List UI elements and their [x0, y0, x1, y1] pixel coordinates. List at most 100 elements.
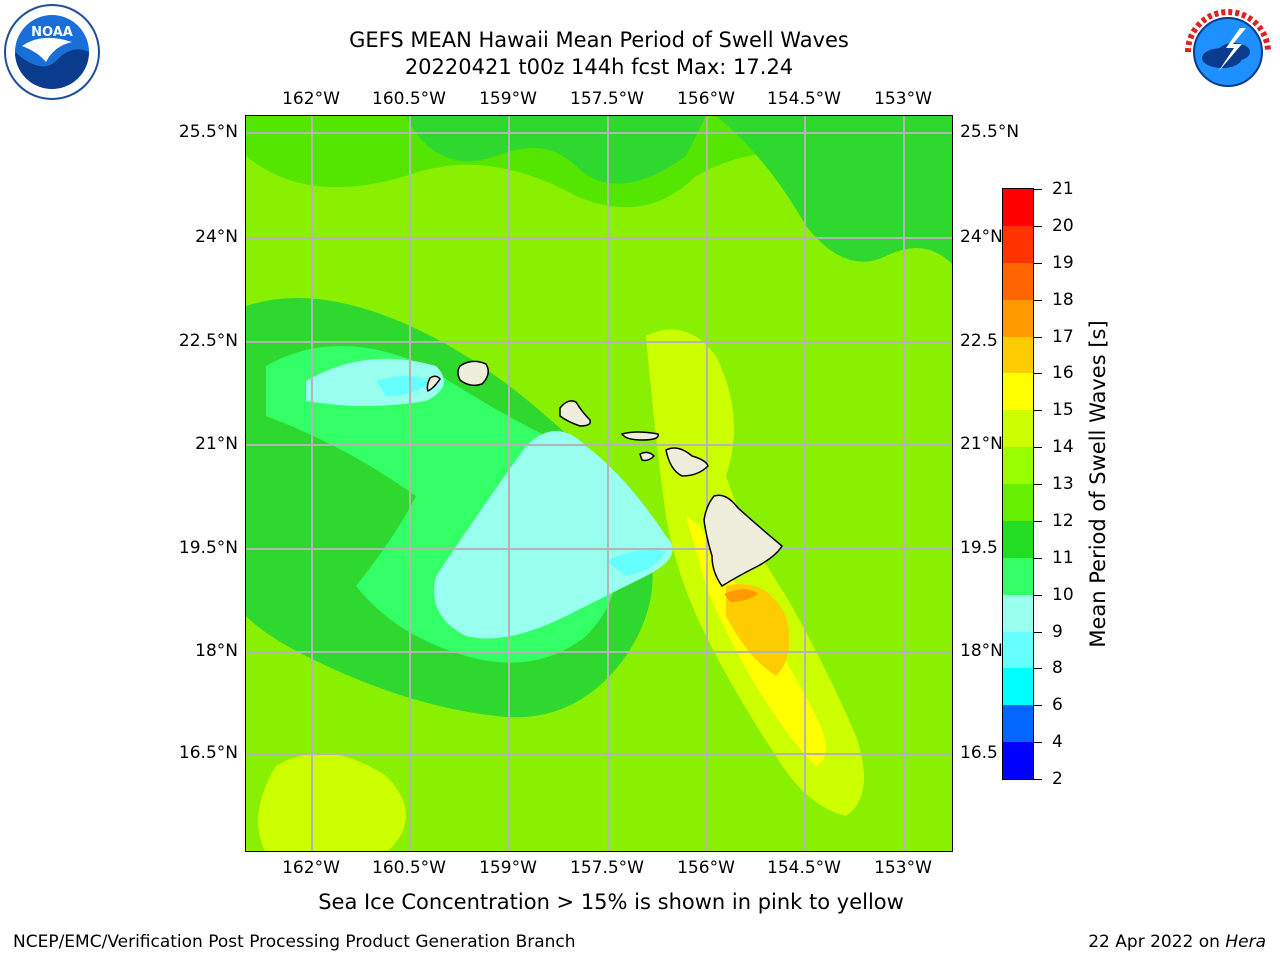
colorbar-segment: [1003, 483, 1033, 521]
lon-tick-top: 156°W: [677, 89, 735, 109]
colorbar-tick: [1034, 594, 1042, 596]
noaa-logo: NOAA: [2, 2, 102, 102]
colorbar-label: 6: [1052, 695, 1063, 716]
lon-tick-bottom: 159°W: [479, 858, 537, 878]
field-14-15-west: [258, 753, 406, 851]
colorbar-label: 11: [1052, 547, 1074, 568]
island-lanai: [639, 451, 656, 462]
colorbar-title: Mean Period of Swell Waves [s]: [1086, 320, 1110, 648]
colorbar-segment: [1003, 741, 1033, 779]
colorbar-tick: [1034, 189, 1042, 190]
colorbar-tick: [1034, 668, 1042, 670]
colorbar-label: 14: [1052, 437, 1074, 458]
island-niihau: [426, 375, 441, 393]
colorbar-segment: [1003, 299, 1033, 337]
lon-tick-top: 160.5°W: [372, 89, 446, 109]
lat-tick-right: 16.5: [960, 743, 998, 763]
lon-tick-top: 159°W: [479, 89, 537, 109]
lat-tick-left: 24°N: [195, 227, 238, 247]
island-maui: [665, 447, 709, 477]
colorbar-tick: [1034, 631, 1042, 633]
colorbar-label: 19: [1052, 252, 1074, 273]
map-subtitle-forecast: 20220421 t00z 144h fcst Max: 17.24: [404, 55, 794, 79]
colorbar-label: 17: [1052, 326, 1074, 347]
field-9-10-central: [434, 431, 673, 639]
colorbar-segment: [1003, 520, 1033, 558]
lat-tick-left: 22.5°N: [178, 331, 238, 351]
colorbar-label: 8: [1052, 658, 1063, 679]
colorbar-segment: [1003, 557, 1033, 595]
colorbar-tick: [1034, 225, 1042, 227]
colorbar-segment: [1003, 372, 1033, 411]
colorbar-label: 20: [1052, 215, 1074, 236]
colorbar-label: 10: [1052, 584, 1074, 605]
footer-credit: NCEP/EMC/Verification Post Processing Pr…: [13, 932, 576, 952]
island-oahu: [559, 400, 592, 427]
lat-tick-right: 22.5: [960, 331, 998, 351]
lon-tick-bottom: 162°W: [282, 858, 340, 878]
field-8-9: [376, 376, 431, 396]
lon-tick-top: 153°W: [874, 89, 932, 109]
colorbar-label: 18: [1052, 289, 1074, 310]
field-17-18: [724, 589, 758, 602]
colorbar-label: 4: [1052, 732, 1063, 753]
island-hawaii: [703, 494, 783, 588]
lat-tick-right: 18°N: [960, 641, 1003, 661]
lon-tick-top: 162°W: [282, 89, 340, 109]
colorbar-label: 13: [1052, 474, 1074, 494]
map-title: GEFS MEAN Hawaii Mean Period of Swell Wa…: [349, 28, 849, 52]
colorbar-tick: [1034, 410, 1042, 412]
colorbar-segment: [1003, 225, 1033, 263]
lat-tick-right: 25.5°N: [960, 122, 1020, 142]
lat-tick-right: 19.5: [960, 538, 998, 558]
colorbar-tick: [1034, 373, 1042, 375]
lat-tick-left: 16.5°N: [178, 743, 238, 763]
sea-ice-note: Sea Ice Concentration > 15% is shown in …: [318, 890, 904, 914]
colorbar-label: 9: [1052, 621, 1063, 642]
lon-tick-bottom: 156°W: [677, 858, 735, 878]
colorbar-tick: [1034, 779, 1042, 780]
colorbar-segment: [1003, 704, 1033, 743]
lat-tick-left: 19.5°N: [178, 538, 238, 558]
lon-tick-bottom: 160.5°W: [372, 858, 446, 878]
footer-date: 22 Apr 2022 on Hera: [1088, 932, 1266, 952]
footer-machine: Hera: [1225, 932, 1266, 952]
lon-tick-bottom: 153°W: [874, 858, 932, 878]
colorbar-segment: [1003, 667, 1033, 706]
hawaiian-islands: [426, 360, 783, 588]
colorbar-tick: [1034, 484, 1042, 485]
colorbar-tick: [1034, 262, 1042, 264]
colorbar-tick: [1034, 705, 1042, 707]
colorbar-label: 12: [1052, 510, 1074, 531]
colorbar-tick: [1034, 520, 1042, 522]
colorbar-tick: [1034, 299, 1042, 301]
colorbar-label: 15: [1052, 400, 1074, 421]
lon-tick-top: 154.5°W: [767, 89, 841, 109]
island-molokai: [620, 431, 659, 441]
nws-logo: [1178, 2, 1278, 102]
island-kauai: [457, 360, 489, 387]
graticule: [246, 116, 952, 851]
colorbar-segment: [1003, 409, 1033, 448]
lat-tick-left: 25.5°N: [178, 122, 238, 142]
colorbar-segment: [1003, 262, 1033, 300]
lat-tick-right: 24°N: [960, 227, 1003, 247]
colorbar-label: 21: [1052, 179, 1074, 199]
colorbar-tick: [1034, 336, 1042, 338]
field-11-12-northeast: [716, 116, 952, 265]
colorbar: [1002, 188, 1034, 780]
colorbar-segment: [1003, 188, 1033, 226]
lat-tick-left: 18°N: [195, 641, 238, 661]
lon-tick-bottom: 157.5°W: [570, 858, 644, 878]
lon-tick-bottom: 154.5°W: [767, 858, 841, 878]
colorbar-segment: [1003, 631, 1033, 669]
lat-tick-right: 21°N: [960, 434, 1003, 454]
swell-period-map: [245, 115, 953, 852]
colorbar-tick: [1034, 742, 1042, 744]
colorbar-label: 2: [1052, 769, 1063, 789]
footer-date-text: 22 Apr 2022 on: [1088, 932, 1226, 952]
colorbar-tick: [1034, 557, 1042, 559]
colorbar-tick: [1034, 447, 1042, 449]
colorbar-segment: [1003, 336, 1033, 374]
colorbar-segment: [1003, 446, 1033, 484]
